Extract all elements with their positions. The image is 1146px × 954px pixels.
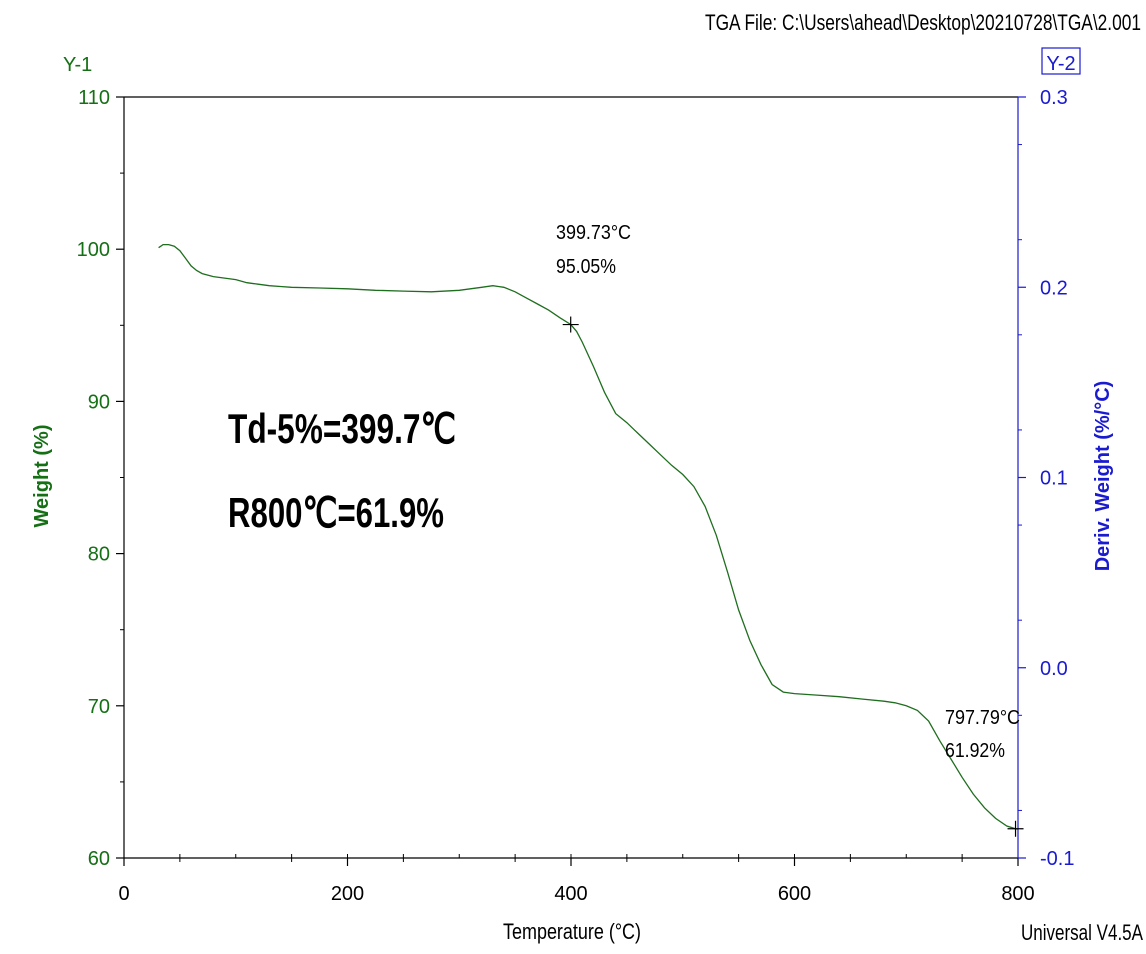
r800-annotation: R800℃=61.9% (228, 489, 444, 536)
x-tick-label: 200 (331, 883, 364, 905)
file-path-label: TGA File: C:\Users\ahead\Desktop\2021072… (705, 10, 1141, 35)
y1-axis-tag: Y-1 (63, 54, 92, 76)
y2-axis-title: Deriv. Weight (%/°C) (1092, 381, 1114, 572)
y2-tick-label: 0.1 (1040, 468, 1068, 490)
y1-tick-label: 70 (88, 696, 110, 718)
y2-axis-tag-box (1041, 47, 1081, 75)
y1-tick-label: 90 (88, 391, 110, 413)
y1-ticks: 60 70 80 90 100 110 (77, 87, 124, 870)
software-version-label: Universal V4.5A (1021, 920, 1143, 945)
x-axis-title: Temperature (°C) (503, 919, 641, 944)
x-ticks: 0 200 400 600 800 (118, 854, 1035, 905)
x-tick-label: 800 (1001, 883, 1034, 905)
y1-tick-label: 100 (77, 239, 110, 261)
x-tick-label: 400 (554, 883, 587, 905)
y2-ticks: -0.1 0.0 0.1 0.2 0.3 (1018, 87, 1074, 870)
x-tick-label: 0 (118, 883, 129, 905)
y1-axis-title: Weight (%) (31, 425, 53, 528)
td-5-annotation: Td-5%=399.7℃ (228, 405, 456, 452)
x-tick-label: 600 (778, 883, 811, 905)
weight-curve-line (158, 243, 1019, 830)
y2-tick-label: 0.3 (1040, 87, 1068, 109)
y2-axis-tag: Y-2 (1046, 53, 1075, 75)
point2-temp-label: 797.79°C (945, 707, 1020, 729)
point2-weight-label: 61.92% (945, 740, 1005, 762)
y1-tick-label: 60 (88, 848, 110, 870)
y1-tick-label: 80 (88, 544, 110, 566)
markers (562, 316, 1024, 837)
y1-tick-label: 110 (78, 87, 110, 109)
point1-temp-label: 399.73°C (556, 222, 631, 244)
point1-weight-label: 95.05% (556, 256, 616, 278)
y2-tick-label: 0.0 (1040, 658, 1068, 680)
y2-tick-label: 0.2 (1040, 277, 1068, 299)
y2-tick-label: -0.1 (1040, 848, 1074, 870)
